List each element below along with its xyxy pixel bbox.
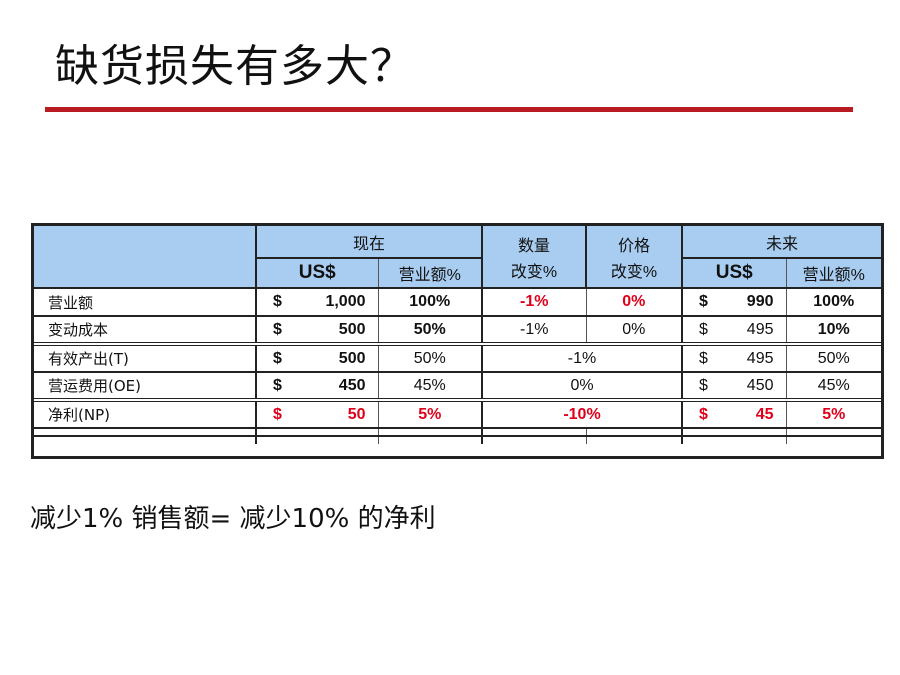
empty-cell <box>34 427 256 436</box>
row-label: 净利(NP) <box>34 398 256 428</box>
row-label: 营业额 <box>34 287 256 316</box>
header-corner <box>34 226 256 288</box>
future-pct: 100% <box>785 287 881 316</box>
now-pct: 50% <box>377 315 482 344</box>
header-price-change-line1: 价格 <box>617 237 650 255</box>
header-now-sales-pct: 营业额% <box>377 257 482 288</box>
now-value: 450 <box>338 376 366 394</box>
future-value: 495 <box>746 320 774 338</box>
now-value: 1,000 <box>325 293 366 310</box>
now-amount: $500 <box>255 342 378 372</box>
row-label: 营运费用(OE) <box>34 371 256 400</box>
now-currency: $ <box>273 376 282 394</box>
header-future: 未来 <box>681 226 881 258</box>
empty-cell <box>585 435 682 444</box>
combined-change: -1% <box>481 342 682 372</box>
now-amount: $1,000 <box>255 287 378 316</box>
empty-cell <box>377 435 482 444</box>
summary-statement: 减少1% 销售额= 减少10% 的净利 <box>30 504 436 534</box>
table-row: 有效产出(T) $500 50% -1% $495 50% <box>34 342 881 372</box>
empty-cell <box>585 427 682 436</box>
future-amount: $495 <box>681 315 786 344</box>
future-value: 495 <box>746 349 774 367</box>
future-currency: $ <box>699 376 708 394</box>
future-amount: $450 <box>681 371 786 400</box>
header-future-sales-pct: 营业额% <box>785 257 881 288</box>
future-amount: $990 <box>681 287 786 316</box>
now-pct: 45% <box>377 371 482 400</box>
future-value: 45 <box>755 405 774 423</box>
row-label: 有效产出(T) <box>34 342 256 372</box>
future-currency: $ <box>699 405 708 423</box>
table-row: 净利(NP) $50 5% -10% $45 5% <box>34 398 881 428</box>
header-price-change: 价格 改变% <box>585 226 682 288</box>
future-currency: $ <box>699 349 708 367</box>
qty-change: -1% <box>481 287 586 316</box>
title-divider <box>45 107 853 112</box>
empty-cell <box>681 435 786 444</box>
empty-cell <box>481 427 586 436</box>
future-pct: 5% <box>785 398 881 428</box>
table-row: 营业额 $1,000 100% -1% 0% $990 100% <box>34 287 881 316</box>
now-value: 50 <box>347 405 366 423</box>
header-qty-change-line1: 数量 <box>517 237 550 255</box>
future-currency: $ <box>699 320 708 338</box>
future-pct: 45% <box>785 371 881 400</box>
now-currency: $ <box>273 349 282 367</box>
now-pct: 50% <box>377 342 482 372</box>
now-currency: $ <box>273 293 282 310</box>
header-qty-change: 数量 改变% <box>481 226 586 288</box>
now-currency: $ <box>273 320 282 338</box>
future-pct: 50% <box>785 342 881 372</box>
now-pct: 100% <box>377 287 482 316</box>
future-value: 450 <box>746 376 774 394</box>
future-pct: 10% <box>785 315 881 344</box>
empty-row <box>34 427 881 436</box>
now-amount: $500 <box>255 315 378 344</box>
now-amount: $50 <box>255 398 378 428</box>
empty-cell <box>255 427 378 436</box>
empty-cell <box>34 435 256 444</box>
table-row: 营运费用(OE) $450 45% 0% $450 45% <box>34 371 881 400</box>
now-value: 500 <box>338 320 366 338</box>
profit-table: 现在 数量 改变% 价格 改变% 未来 US$ 营业额% US$ 营业额% 营业… <box>31 223 884 459</box>
empty-cell <box>481 435 586 444</box>
now-value: 500 <box>338 349 366 367</box>
qty-change: -1% <box>481 315 586 344</box>
empty-cell <box>377 427 482 436</box>
empty-row <box>34 435 881 444</box>
empty-cell <box>681 427 786 436</box>
combined-change: -10% <box>481 398 682 428</box>
empty-cell <box>785 427 881 436</box>
future-amount: $495 <box>681 342 786 372</box>
empty-cell <box>785 435 881 444</box>
header-now: 现在 <box>255 226 482 258</box>
future-currency: $ <box>699 293 708 310</box>
price-change: 0% <box>585 287 682 316</box>
header-now-usd: US$ <box>255 257 378 288</box>
page-title: 缺货损失有多大？ <box>55 41 415 92</box>
now-pct: 5% <box>377 398 482 428</box>
future-amount: $45 <box>681 398 786 428</box>
row-label: 变动成本 <box>34 315 256 344</box>
empty-cell <box>255 435 378 444</box>
future-value: 990 <box>746 293 774 310</box>
header-future-usd: US$ <box>681 257 786 288</box>
combined-change: 0% <box>481 371 682 400</box>
price-change: 0% <box>585 315 682 344</box>
table-row: 变动成本 $500 50% -1% 0% $495 10% <box>34 315 881 344</box>
now-currency: $ <box>273 405 282 423</box>
header-qty-change-line2: 改变% <box>510 263 558 281</box>
header-price-change-line2: 改变% <box>610 263 658 281</box>
now-amount: $450 <box>255 371 378 400</box>
